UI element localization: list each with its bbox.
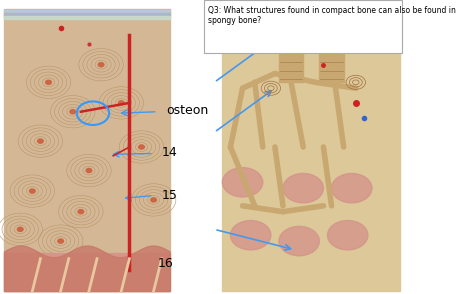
- Bar: [4, 10, 170, 13]
- Circle shape: [70, 110, 75, 114]
- Bar: [4, 253, 170, 291]
- Circle shape: [139, 145, 144, 149]
- Circle shape: [29, 189, 35, 193]
- Circle shape: [18, 227, 23, 231]
- Text: osteon: osteon: [166, 104, 208, 117]
- Bar: [279, 12, 303, 82]
- Text: 16: 16: [158, 257, 173, 270]
- Bar: [4, 9, 170, 291]
- Bar: [4, 16, 170, 19]
- Ellipse shape: [283, 173, 323, 203]
- Circle shape: [86, 168, 92, 173]
- FancyBboxPatch shape: [204, 0, 402, 53]
- Text: 14: 14: [162, 146, 177, 159]
- Circle shape: [98, 63, 104, 67]
- Circle shape: [46, 80, 51, 84]
- Ellipse shape: [230, 220, 271, 250]
- Circle shape: [78, 210, 84, 214]
- Ellipse shape: [279, 226, 319, 256]
- Circle shape: [151, 198, 156, 202]
- Text: 15: 15: [162, 189, 178, 202]
- Ellipse shape: [222, 168, 263, 197]
- Ellipse shape: [331, 173, 372, 203]
- Bar: [222, 9, 400, 291]
- Circle shape: [37, 139, 43, 143]
- Bar: [319, 12, 344, 82]
- Circle shape: [118, 101, 124, 105]
- Ellipse shape: [328, 220, 368, 250]
- Bar: [4, 13, 170, 16]
- Circle shape: [58, 239, 64, 243]
- Text: Q3: What structures found in compact bone can also be found in
spongy bone?: Q3: What structures found in compact bon…: [208, 6, 456, 25]
